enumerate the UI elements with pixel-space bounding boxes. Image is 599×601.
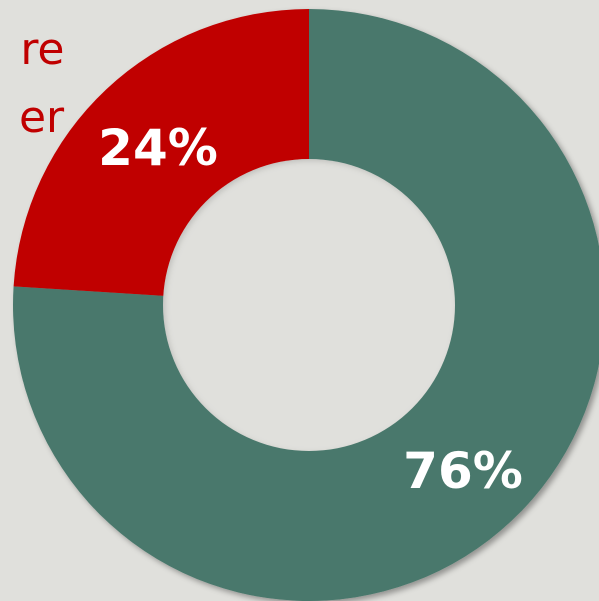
slice-label-1: 76%: [403, 442, 523, 500]
partial-legend-text-line1: xxxxxxxxre: [20, 24, 65, 75]
slice-label-2: 24%: [98, 119, 218, 177]
partial-legend-text-line2: xxxxxxxxer: [18, 92, 65, 143]
donut-hole: [163, 159, 455, 451]
